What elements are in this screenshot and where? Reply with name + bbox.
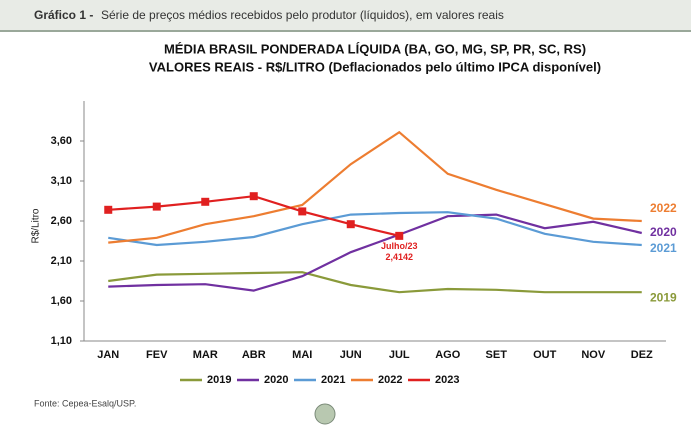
series-line <box>108 211 642 247</box>
x-tick-label: SET <box>486 349 508 361</box>
x-tick-label: FEV <box>146 349 168 361</box>
series-end-label: 2020 <box>650 225 677 239</box>
source: Fonte: Cepea-Esalq/USP. <box>34 398 136 408</box>
point-marker <box>201 197 210 206</box>
series-end-label: 2019 <box>650 290 677 304</box>
legend-label: 2022 <box>378 374 402 386</box>
header-rule <box>0 30 691 32</box>
legend-label: 2023 <box>435 374 459 386</box>
annotation: Julho/23 <box>381 241 418 251</box>
x-tick-label: DEZ <box>631 349 653 361</box>
y-tick-label: 2,60 <box>51 215 72 227</box>
point-marker <box>346 220 355 229</box>
chart-subtitle: VALORES REAIS - R$/LITRO (Deflacionados … <box>149 59 601 74</box>
y-tick-label: 3,10 <box>51 175 72 187</box>
x-tick-label: AGO <box>435 349 461 361</box>
x-tick-label: JUN <box>340 349 362 361</box>
point-marker <box>104 205 113 214</box>
legend-label: 2020 <box>264 374 288 386</box>
x-tick-label: MAI <box>292 349 312 361</box>
y-tick-label: 3,60 <box>51 135 72 147</box>
series-line <box>108 130 642 244</box>
legend-label: 2019 <box>207 374 231 386</box>
point-marker <box>152 202 161 211</box>
data-label: 2,4142 <box>385 252 413 262</box>
header-text: Série de preços médios recebidos pelo pr… <box>101 8 504 22</box>
y-tick-label: 2,10 <box>51 255 72 267</box>
series-line <box>108 213 642 292</box>
x-tick-label: NOV <box>581 349 606 361</box>
header-bar <box>0 0 691 30</box>
series-end-label: 2022 <box>650 201 677 215</box>
x-tick-label: JAN <box>97 349 119 361</box>
y-tick-label: 1,10 <box>51 335 72 347</box>
x-tick-label: ABR <box>242 349 266 361</box>
x-tick-label: OUT <box>533 349 557 361</box>
chart-title: MÉDIA BRASIL PONDERADA LÍQUIDA (BA, GO, … <box>164 41 586 56</box>
point-marker <box>395 231 404 240</box>
y-tick-label: 1,60 <box>51 295 72 307</box>
series-line <box>108 271 642 294</box>
header-label: Gráfico 1 - <box>34 8 93 22</box>
y-axis-label: R$/Litro <box>31 208 42 243</box>
series-end-label: 2021 <box>650 241 677 255</box>
x-tick-label: MAR <box>193 349 218 361</box>
legend-label: 2021 <box>321 374 345 386</box>
x-tick-label: JUL <box>389 349 410 361</box>
point-marker <box>249 192 258 201</box>
logo <box>314 403 336 425</box>
point-marker <box>298 207 307 216</box>
